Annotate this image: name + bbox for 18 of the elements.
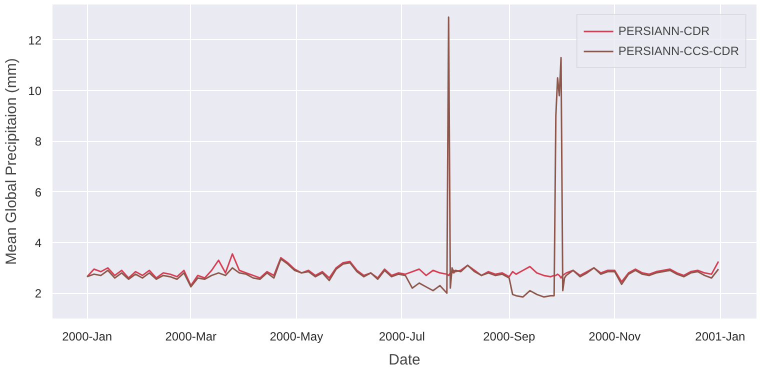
y-tick-label: 12	[28, 33, 42, 48]
x-tick-label: 2001-Jan	[695, 330, 746, 344]
x-tick-label: 2000-May	[270, 330, 324, 344]
x-tick-label: 2000-Nov	[588, 330, 641, 344]
y-tick-label: 6	[34, 185, 42, 200]
x-tick-label: 2000-Sep	[483, 330, 536, 344]
y-tick-label: 4	[34, 236, 42, 250]
y-tick-label: 8	[34, 134, 42, 149]
legend-label: PERSIANN-CDR	[618, 24, 710, 38]
y-tick-label: 2	[34, 286, 42, 301]
x-axis-title: Date	[388, 352, 420, 368]
y-tick-label: 10	[28, 84, 42, 98]
x-tick-label: 2000-Mar	[165, 330, 217, 344]
legend-label: PERSIANN-CCS-CDR	[618, 44, 739, 58]
y-axis-title: Mean Global Precipitaion (mm)	[3, 58, 20, 265]
line-series	[86, 253, 720, 286]
x-tick-label: 2000-Jan	[62, 330, 112, 344]
x-tick-label: 2000-Jul	[378, 330, 425, 344]
